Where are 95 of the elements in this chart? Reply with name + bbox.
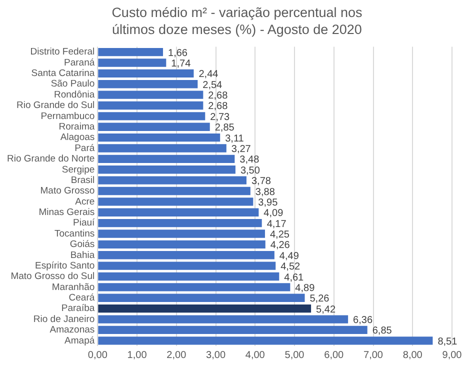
data-label: 4,61 (284, 272, 304, 284)
data-label: 4,49 (279, 250, 300, 262)
y-tick-label: Mato Grosso (40, 186, 95, 197)
bar (98, 315, 348, 324)
bar (98, 176, 246, 184)
data-label: 2,44 (198, 69, 219, 80)
bar (98, 218, 262, 228)
bar (98, 208, 259, 216)
bar (98, 154, 235, 164)
y-tick-label: Pará (74, 142, 96, 154)
bar (98, 144, 226, 152)
y-tick-label: Espírito Santo (34, 260, 95, 272)
bar (98, 326, 368, 334)
data-label: 4,17 (266, 218, 287, 230)
bar (98, 80, 198, 88)
x-tick-label: 7,00 (364, 350, 384, 361)
data-label: 3,48 (240, 154, 260, 166)
data-label: 4,25 (270, 230, 290, 241)
y-tick-label: Maranhão (52, 282, 95, 293)
x-tick-label: 9,00 (442, 350, 462, 361)
bar (98, 251, 274, 260)
data-label: 8,51 (438, 336, 458, 348)
data-label: 4,52 (280, 262, 301, 273)
data-label: 5,26 (310, 294, 330, 305)
bar (98, 198, 254, 206)
data-label: 2,54 (202, 80, 223, 91)
data-label: 5,42 (316, 304, 336, 316)
bar (98, 304, 312, 313)
data-label: 3,78 (251, 176, 272, 188)
data-label: 3,88 (255, 186, 276, 198)
y-tick-label: Rio Grande do Sul (16, 100, 95, 112)
y-tick-label: Tocantins (54, 228, 95, 240)
bar (98, 262, 276, 270)
y-tick-label: Brasil (70, 174, 95, 186)
data-label: 3,50 (240, 165, 260, 176)
bar (98, 240, 266, 249)
chart-title: Custo médio m² - variação percentual nos últimos doze meses (%) - Agosto de 2020 (110, 4, 364, 38)
bar (98, 283, 290, 292)
y-tick-label: São Paulo (50, 78, 95, 90)
y-tick-label: Sergipe (62, 164, 95, 176)
bar (98, 122, 210, 131)
bar (98, 230, 265, 238)
data-label: 6,36 (353, 315, 373, 326)
y-tick-label: Minas Gerais (38, 207, 95, 218)
data-label: 2,73 (210, 112, 230, 123)
data-label: 1,66 (168, 48, 188, 59)
bar (98, 90, 204, 99)
data-label: 1,74 (171, 58, 192, 70)
bar (98, 48, 164, 56)
y-tick-label: Amazonas (50, 324, 95, 336)
y-tick-label: Rondônia (54, 89, 96, 100)
bar (98, 133, 220, 142)
data-label: 3,11 (225, 133, 244, 144)
y-tick-label: Paraíba (61, 303, 96, 314)
x-tick-label: 3,00 (206, 350, 226, 361)
data-label: 3,95 (258, 197, 278, 208)
y-tick-label: Roraima (58, 121, 96, 132)
data-label: 4,89 (295, 282, 316, 294)
bar (98, 272, 280, 281)
y-tick-label: Paraná (64, 57, 96, 68)
y-tick-label: Piauí (73, 218, 96, 229)
y-tick-label: Mato Grosso do Sul (10, 271, 95, 282)
x-tick-label: 0,00 (88, 350, 108, 361)
y-tick-label: Ceará (68, 292, 96, 304)
bar (98, 166, 236, 174)
y-tick-label: Distrito Federal (30, 46, 95, 58)
y-tick-label: Pernambuco (40, 110, 95, 122)
x-tick-label: 1,00 (127, 350, 148, 361)
y-tick-label: Bahia (70, 250, 96, 261)
bar (98, 112, 206, 120)
bar (98, 294, 305, 302)
data-label: 2,68 (208, 101, 228, 112)
bar (98, 69, 194, 78)
x-tick-label: 4,00 (245, 350, 266, 361)
data-label: 3,27 (231, 144, 252, 155)
y-tick-label: Acre (75, 196, 95, 208)
data-label: 2,85 (214, 122, 235, 134)
data-label: 4,09 (264, 208, 284, 220)
bar (98, 336, 433, 345)
data-label: 2,68 (208, 90, 228, 102)
data-label: 4,26 (270, 240, 290, 252)
y-tick-label: Alagoas (60, 132, 95, 144)
x-tick-label: 5,00 (284, 350, 305, 361)
bar (98, 101, 204, 110)
data-label: 6,85 (372, 326, 392, 337)
x-tick-label: 8,00 (402, 350, 423, 361)
x-tick-label: 6,00 (324, 350, 344, 361)
y-tick-label: Rio Grande do Norte (6, 154, 95, 165)
y-tick-label: Rio de Janeiro (33, 314, 95, 325)
y-tick-label: Santa Catarina (31, 68, 96, 80)
bar (98, 58, 166, 67)
bar (98, 186, 250, 196)
x-tick-label: 2,00 (166, 350, 187, 361)
y-tick-label: Amapá (64, 335, 96, 346)
y-tick-label: Goiás (70, 239, 95, 250)
